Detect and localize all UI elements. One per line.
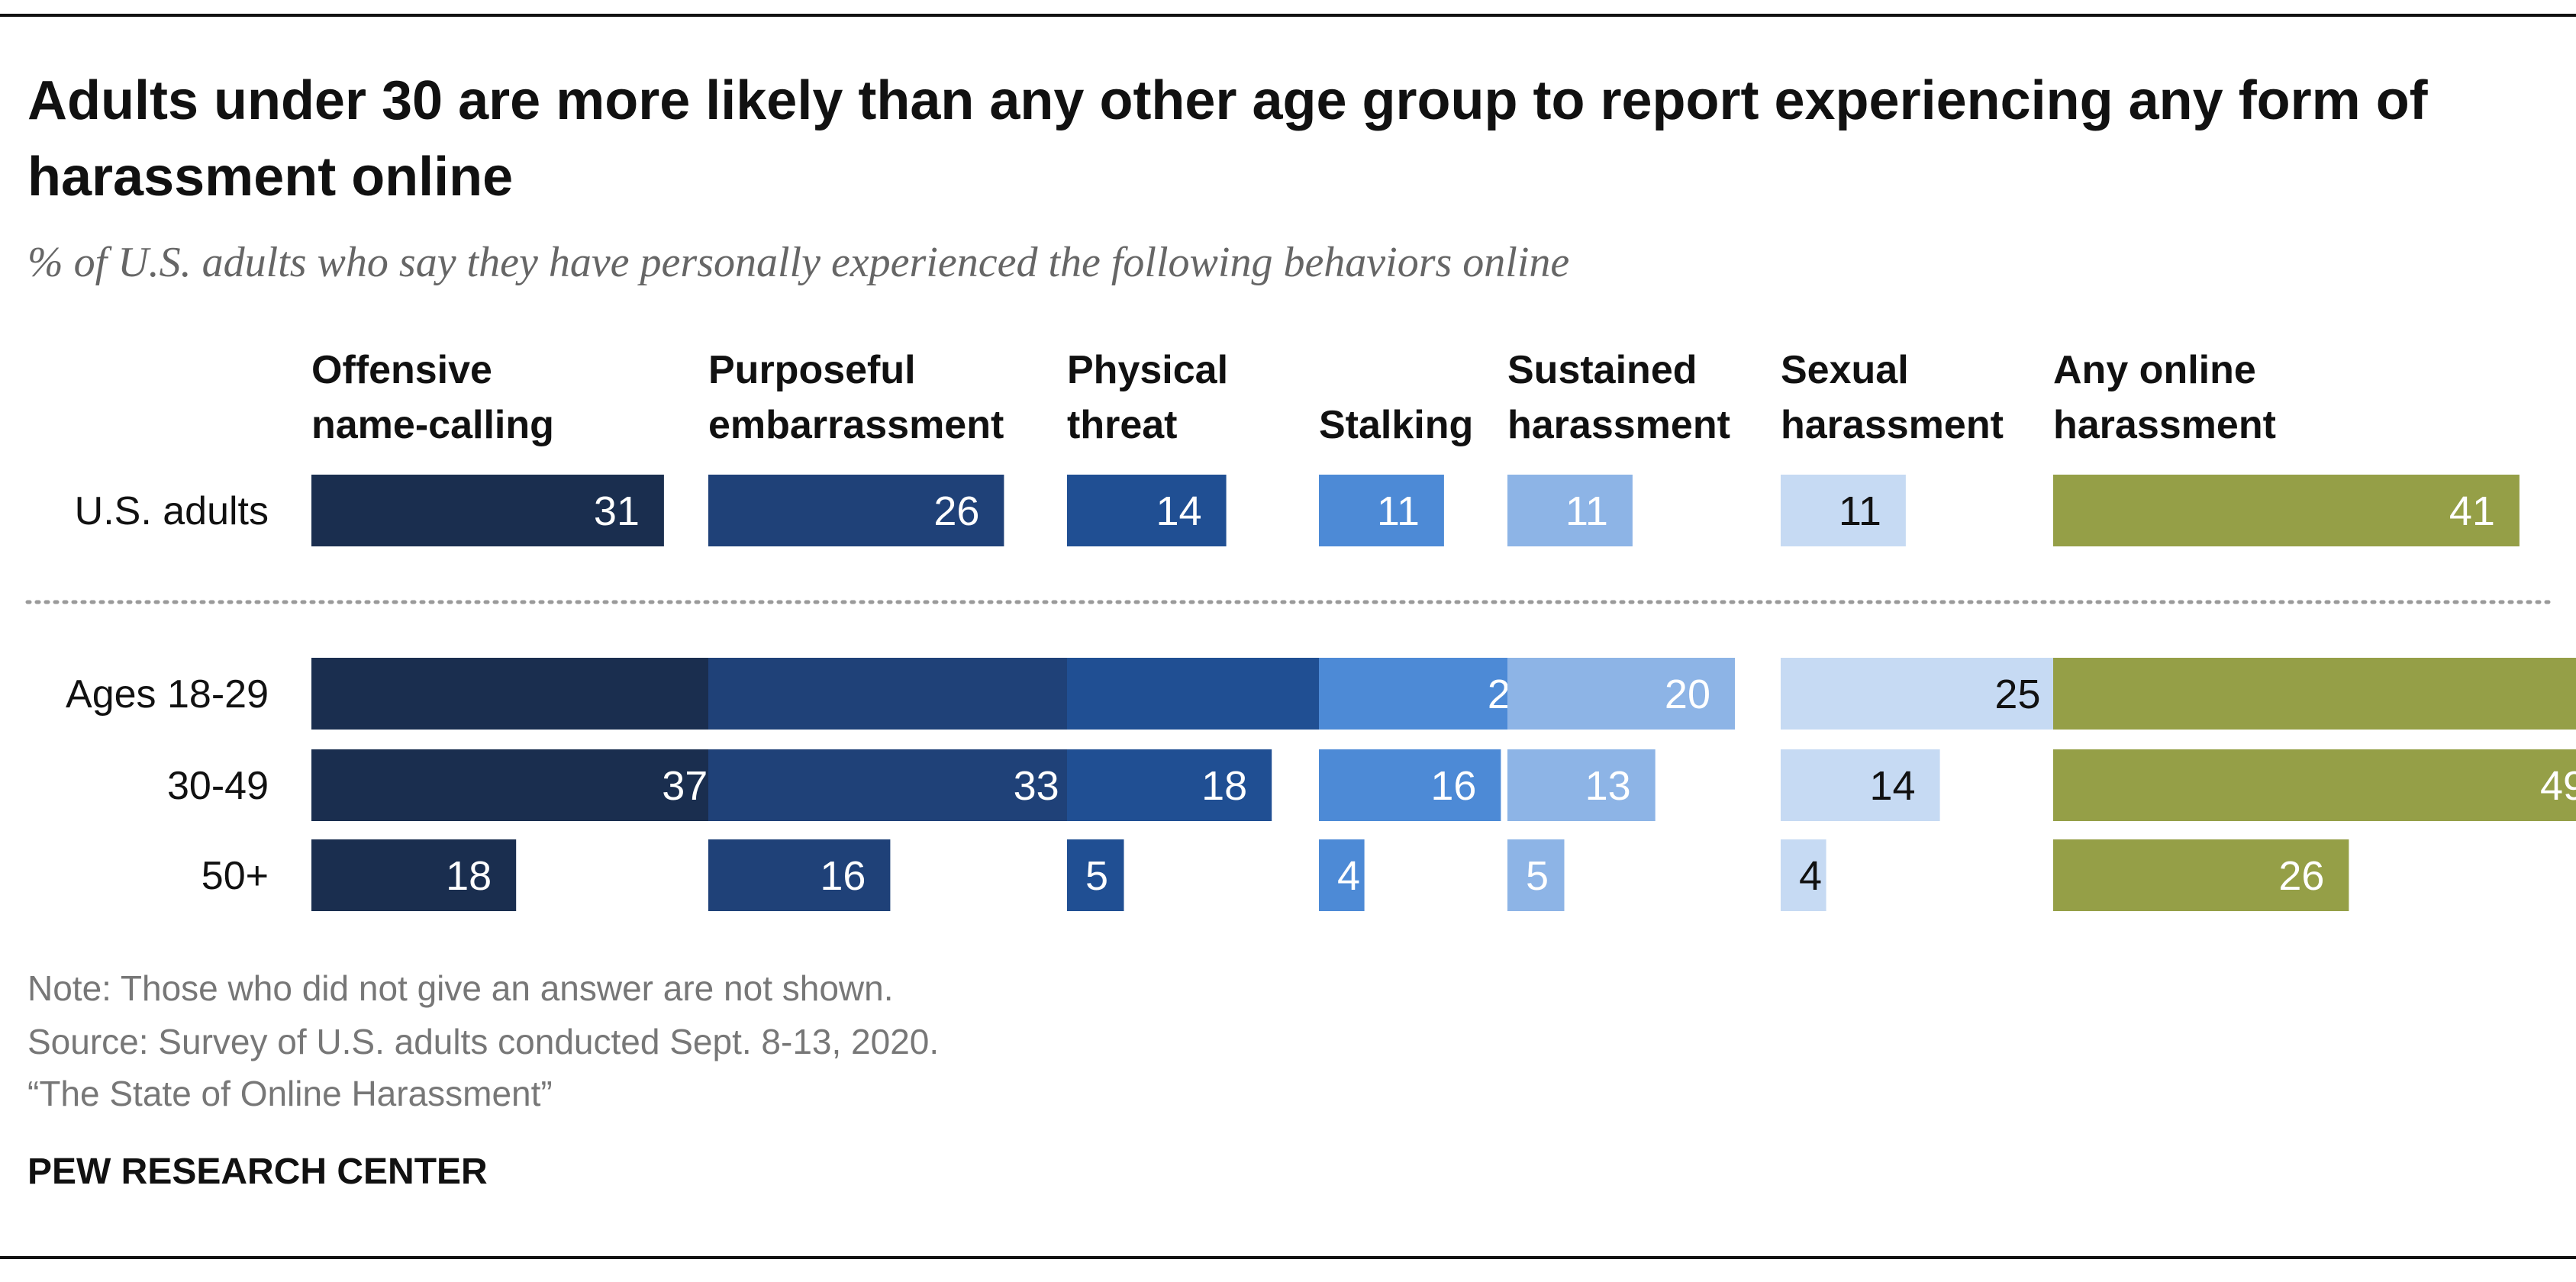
bar	[708, 475, 1004, 546]
top-rule	[0, 14, 2576, 17]
series-header-label: threat	[1067, 403, 1177, 447]
bar	[708, 839, 891, 911]
category-label: U.S. adults	[75, 489, 269, 533]
pew-research-center-logo: PEW RESEARCH CENTER	[27, 1152, 488, 1192]
source-text: Source: Survey of U.S. adults conducted …	[27, 1022, 940, 1061]
bar-value-label: 33	[1014, 763, 1059, 809]
bar	[1781, 658, 2065, 730]
bar	[2053, 475, 2520, 546]
bottom-rule	[0, 1256, 2576, 1259]
bar-chart: U.S. adults Ages 18-29 30-49 50+ Offensive na…	[25, 348, 2576, 911]
bar	[1067, 749, 1272, 821]
bar-value-label: 41	[2449, 488, 2495, 534]
bar	[311, 839, 517, 911]
chart-title: Adults under 30 are more likely than any…	[27, 70, 2428, 208]
bar	[1319, 475, 1444, 546]
bar	[708, 749, 1084, 821]
series-header-label: Any online	[2053, 348, 2256, 392]
series-header-label: Offensive	[311, 348, 492, 392]
bar-value-label: 13	[1585, 763, 1631, 809]
bar-value-label: 5	[1085, 853, 1108, 899]
bar	[1507, 839, 1565, 911]
bar-value-label: 14	[1156, 488, 1202, 534]
bar-value-label: 26	[2278, 853, 2324, 899]
bar-value-label: 4	[1799, 853, 1822, 899]
bar	[1319, 749, 1501, 821]
bar-value-label: 49	[2540, 763, 2576, 809]
bar	[1507, 658, 1735, 730]
bar	[311, 749, 733, 821]
series-header-label: Purposeful	[708, 348, 916, 392]
bar	[1781, 749, 1940, 821]
bar-value-label: 20	[1665, 672, 1710, 717]
bar	[2053, 839, 2349, 911]
series-header-label: Sustained	[1507, 348, 1697, 392]
bar-value-label: 31	[594, 488, 640, 534]
series-header-label: harassment	[1781, 403, 2004, 447]
category-label: Ages 18-29	[66, 672, 269, 717]
bar-value-label: 37	[662, 763, 708, 809]
bar-value-label: 4	[1337, 853, 1360, 899]
bar-value-label: 18	[446, 853, 492, 899]
series-header-label: harassment	[1507, 403, 1730, 447]
bar	[1781, 839, 1826, 911]
bar	[311, 475, 664, 546]
series-header-label: name-calling	[311, 403, 554, 447]
report-title-text: “The State of Online Harassment”	[27, 1074, 553, 1113]
chart-subtitle: % of U.S. adults who say they have perso…	[27, 239, 1570, 286]
series-header-label: embarrassment	[708, 403, 1004, 447]
bar-value-label: 26	[933, 488, 979, 534]
bar	[1067, 475, 1227, 546]
bar	[1067, 839, 1124, 911]
bar	[1507, 475, 1633, 546]
bar	[2053, 749, 2576, 821]
bar-value-label: 16	[820, 853, 866, 899]
bar-value-label: 11	[1565, 488, 1608, 534]
bar-value-label: 16	[1430, 763, 1476, 809]
bar	[1319, 839, 1365, 911]
bar-value-label: 25	[1994, 672, 2040, 717]
category-label: 30-49	[167, 764, 269, 808]
note-text: Note: Those who did not give an answer a…	[27, 968, 894, 1008]
bar-value-label: 11	[1839, 488, 1881, 534]
bar-value-label: 18	[1201, 763, 1247, 809]
series-header-label: harassment	[2053, 403, 2276, 447]
bar-value-label: 5	[1526, 853, 1549, 899]
series-header-label: Physical	[1067, 348, 1228, 392]
bar	[1507, 749, 1656, 821]
series-header-label: Stalking	[1319, 403, 1473, 447]
bar	[1781, 475, 1906, 546]
series-header-label: Sexual	[1781, 348, 1909, 392]
bar	[2053, 658, 2576, 730]
bar-value-label: 14	[1870, 763, 1916, 809]
category-label: 50+	[202, 854, 269, 898]
bar-value-label: 11	[1377, 488, 1420, 534]
